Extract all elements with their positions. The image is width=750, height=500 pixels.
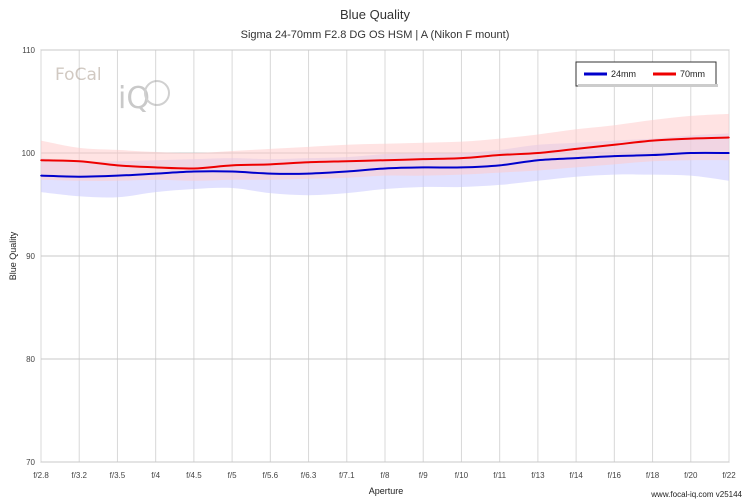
- data-point-70mm: [384, 159, 386, 162]
- data-point-24mm: [498, 164, 501, 167]
- data-point-24mm: [537, 159, 539, 162]
- x-tick-label: f/4: [151, 471, 160, 480]
- data-point-70mm: [154, 166, 157, 169]
- x-tick-label: f/5: [228, 471, 237, 480]
- x-tick-label: f/20: [684, 471, 698, 480]
- band-70mm: [41, 113, 729, 181]
- y-tick-label: 100: [22, 149, 36, 158]
- x-tick-label: f/4.5: [186, 471, 202, 480]
- data-point-24mm: [345, 170, 348, 173]
- x-tick-label: f/5.6: [263, 471, 279, 480]
- x-tick-label: f/9: [419, 471, 428, 480]
- x-tick-label: f/2.8: [33, 471, 49, 480]
- x-tick-label: f/16: [608, 471, 622, 480]
- data-point-24mm: [193, 170, 195, 173]
- logo-lens-icon: [144, 80, 170, 106]
- data-point-70mm: [40, 159, 42, 162]
- data-point-70mm: [613, 143, 616, 146]
- x-tick-label: f/14: [569, 471, 583, 480]
- x-tick-label: f/10: [455, 471, 469, 480]
- data-point-24mm: [307, 172, 310, 175]
- data-point-70mm: [498, 154, 501, 156]
- data-point-70mm: [422, 158, 425, 160]
- y-axis-label: Blue Quality: [8, 231, 18, 280]
- x-tick-labels: f/2.8 f/3.2 f/3.5 f/4 f/4.5 f/5 f/5.6 f/6.3 f/7.…: [33, 471, 736, 480]
- data-point-24mm: [384, 167, 386, 170]
- x-tick-label: f/3.2: [71, 471, 87, 480]
- data-point-70mm: [231, 164, 233, 167]
- x-tick-label: f/7.1: [339, 471, 355, 480]
- data-point-24mm: [116, 174, 119, 177]
- x-tick-label: f/22: [722, 471, 736, 480]
- y-tick-labels: 70 80 90 100 110: [22, 46, 36, 467]
- data-point-24mm: [728, 152, 730, 154]
- footer-watermark: www.focal-iq.com v25144: [650, 490, 742, 499]
- legend-shadow: [578, 84, 718, 87]
- data-point-24mm: [575, 157, 577, 159]
- x-tick-label: f/18: [646, 471, 660, 480]
- y-tick-label: 80: [26, 355, 35, 364]
- logo-text-line1: FoCal: [55, 65, 102, 85]
- x-tick-label: f/6.3: [301, 471, 317, 480]
- data-point-24mm: [460, 166, 463, 169]
- data-point-70mm: [269, 163, 272, 166]
- focal-iq-logo: FoCal iQ: [55, 65, 170, 116]
- data-point-24mm: [231, 170, 233, 173]
- chart-subtitle: Sigma 24-70mm F2.8 DG OS HSM | A (Nikon …: [241, 29, 510, 41]
- legend: 24mm 70mm: [575, 61, 718, 87]
- data-point-70mm: [575, 148, 577, 150]
- bands-layer: [41, 113, 729, 198]
- data-point-70mm: [193, 167, 195, 170]
- data-point-70mm: [345, 160, 348, 163]
- y-tick-label: 70: [26, 458, 35, 467]
- data-point-24mm: [269, 172, 272, 175]
- legend-label-24mm: 24mm: [611, 69, 636, 79]
- data-point-70mm: [537, 152, 539, 154]
- data-point-24mm: [651, 154, 654, 156]
- data-point-24mm: [422, 166, 425, 169]
- data-point-24mm: [154, 172, 157, 175]
- legend-label-70mm: 70mm: [680, 69, 705, 79]
- lines-layer: [40, 136, 730, 178]
- data-point-24mm: [613, 155, 616, 157]
- data-point-70mm: [460, 157, 463, 159]
- data-point-70mm: [728, 136, 730, 139]
- data-point-24mm: [40, 174, 42, 177]
- x-tick-label: f/11: [493, 471, 506, 480]
- x-tick-label: f/3.5: [110, 471, 126, 480]
- x-axis-label: Aperture: [369, 486, 404, 496]
- data-point-70mm: [689, 137, 692, 140]
- logo-text-line2: iQ: [118, 81, 150, 116]
- x-tick-label: f/13: [531, 471, 545, 480]
- y-tick-label: 110: [22, 46, 35, 55]
- data-point-24mm: [78, 175, 81, 178]
- y-tick-label: 90: [26, 252, 35, 261]
- data-point-70mm: [116, 164, 119, 167]
- x-tick-label: f/8: [381, 471, 390, 480]
- grid-layer: [40, 49, 730, 463]
- chart-title: Blue Quality: [340, 7, 411, 22]
- data-point-70mm: [651, 139, 654, 142]
- data-point-24mm: [689, 152, 692, 154]
- data-point-70mm: [78, 160, 81, 163]
- data-point-70mm: [307, 161, 310, 164]
